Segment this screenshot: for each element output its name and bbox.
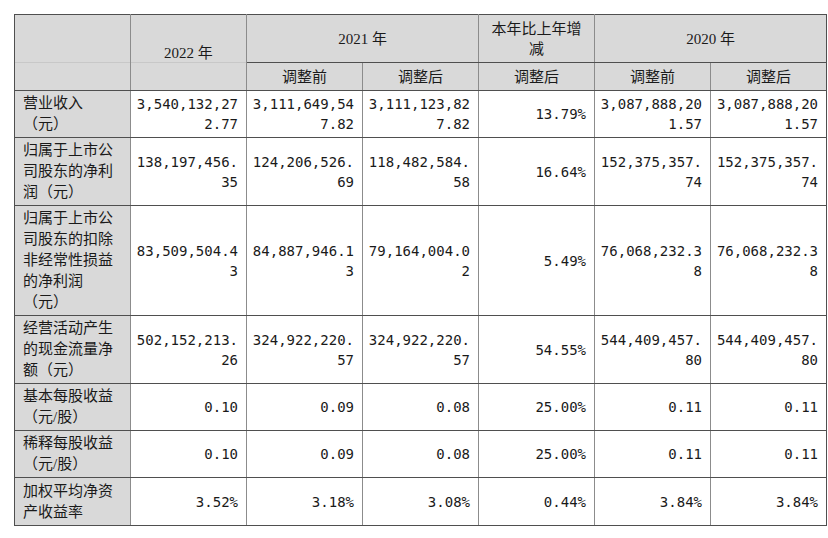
row-label: 稀释每股收益 （元/股） xyxy=(15,431,131,478)
table-row-weighted-avg-roe: 加权平均净资 产收益率 3.52% 3.18% 3.08% 0.44% 3.84… xyxy=(15,478,827,526)
subheader-2020-adjust-before: 调整前 xyxy=(595,63,711,91)
table-row-diluted-eps: 稀释每股收益 （元/股） 0.10 0.09 0.08 25.00% 0.11 … xyxy=(15,431,827,478)
value-2021-adjust-after: 0.08 xyxy=(363,431,479,478)
financial-summary-table: 2022 年 2021 年 本年比上年增 减 2020 年 调整前 调整后 调整… xyxy=(14,14,827,526)
value-2021-adjust-after: 3,111,123,827.82 xyxy=(363,91,479,138)
table-row-net-profit-excl-nonrecurring: 归属于上市公 司股东的扣除 非经常性损益 的净利润 （元） 83,509,504… xyxy=(15,206,827,316)
row-label: 营业收入 （元） xyxy=(15,91,131,138)
row-label: 经营活动产生 的现金流量净 额（元） xyxy=(15,316,131,384)
value-2020-adjust-after: 3.84% xyxy=(711,478,827,526)
value-2021-adjust-after: 118,482,584.58 xyxy=(363,138,479,206)
value-2022: 138,197,456.35 xyxy=(131,138,247,206)
value-2020-adjust-after: 544,409,457.80 xyxy=(711,316,827,384)
col-header-yoy-change: 本年比上年增 减 xyxy=(479,15,595,63)
value-yoy-change: 25.00% xyxy=(479,431,595,478)
value-2022: 3.52% xyxy=(131,478,247,526)
value-2020-adjust-before: 0.11 xyxy=(595,384,711,431)
value-2021-adjust-before: 3,111,649,547.82 xyxy=(247,91,363,138)
value-2020-adjust-before: 76,068,232.38 xyxy=(595,206,711,316)
value-2022: 0.10 xyxy=(131,384,247,431)
table-row-basic-eps: 基本每股收益 （元/股） 0.10 0.09 0.08 25.00% 0.11 … xyxy=(15,384,827,431)
value-2021-adjust-after: 0.08 xyxy=(363,384,479,431)
value-2021-adjust-before: 3.18% xyxy=(247,478,363,526)
value-yoy-change: 13.79% xyxy=(479,91,595,138)
value-2021-adjust-before: 324,922,220.57 xyxy=(247,316,363,384)
value-2021-adjust-after: 324,922,220.57 xyxy=(363,316,479,384)
value-yoy-change: 25.00% xyxy=(479,384,595,431)
value-2021-adjust-after: 3.08% xyxy=(363,478,479,526)
value-2022: 502,152,213.26 xyxy=(131,316,247,384)
col-header-2020: 2020 年 xyxy=(595,15,827,63)
value-2020-adjust-after: 76,068,232.38 xyxy=(711,206,827,316)
value-2020-adjust-after: 3,087,888,201.57 xyxy=(711,91,827,138)
value-2022: 0.10 xyxy=(131,431,247,478)
subheader-2021-adjust-before: 调整前 xyxy=(247,63,363,91)
value-yoy-change: 5.49% xyxy=(479,206,595,316)
col-header-2021: 2021 年 xyxy=(247,15,479,63)
table-row-net-profit: 归属于上市公 司股东的净利 润（元） 138,197,456.35 124,20… xyxy=(15,138,827,206)
value-2020-adjust-after: 152,375,357.74 xyxy=(711,138,827,206)
value-2021-adjust-before: 84,887,946.13 xyxy=(247,206,363,316)
value-yoy-change: 16.64% xyxy=(479,138,595,206)
value-yoy-change: 0.44% xyxy=(479,478,595,526)
value-2020-adjust-before: 544,409,457.80 xyxy=(595,316,711,384)
value-2021-adjust-after: 79,164,004.02 xyxy=(363,206,479,316)
value-2021-adjust-before: 124,206,526.69 xyxy=(247,138,363,206)
value-2021-adjust-before: 0.09 xyxy=(247,384,363,431)
table-row-operating-revenue: 营业收入 （元） 3,540,132,272.77 3,111,649,547.… xyxy=(15,91,827,138)
row-label: 基本每股收益 （元/股） xyxy=(15,384,131,431)
value-2020-adjust-before: 3,087,888,201.57 xyxy=(595,91,711,138)
row-label: 归属于上市公 司股东的扣除 非经常性损益 的净利润 （元） xyxy=(15,206,131,316)
value-2020-adjust-after: 0.11 xyxy=(711,431,827,478)
value-2022: 3,540,132,272.77 xyxy=(131,91,247,138)
table-row-operating-cash-flow: 经营活动产生 的现金流量净 额（元） 502,152,213.26 324,92… xyxy=(15,316,827,384)
value-2021-adjust-before: 0.09 xyxy=(247,431,363,478)
corner-cell xyxy=(15,15,131,91)
value-2020-adjust-before: 0.11 xyxy=(595,431,711,478)
row-label: 归属于上市公 司股东的净利 润（元） xyxy=(15,138,131,206)
financial-summary-page: 2022 年 2021 年 本年比上年增 减 2020 年 调整前 调整后 调整… xyxy=(14,14,827,526)
header-row-years: 2022 年 2021 年 本年比上年增 减 2020 年 xyxy=(15,15,827,63)
value-2020-adjust-before: 3.84% xyxy=(595,478,711,526)
subheader-2020-adjust-after: 调整后 xyxy=(711,63,827,91)
value-yoy-change: 54.55% xyxy=(479,316,595,384)
row-label: 加权平均净资 产收益率 xyxy=(15,478,131,526)
subheader-change-adjust-after: 调整后 xyxy=(479,63,595,91)
subheader-2021-adjust-after: 调整后 xyxy=(363,63,479,91)
value-2022: 83,509,504.43 xyxy=(131,206,247,316)
col-header-2022: 2022 年 xyxy=(131,15,247,91)
value-2020-adjust-after: 0.11 xyxy=(711,384,827,431)
value-2020-adjust-before: 152,375,357.74 xyxy=(595,138,711,206)
